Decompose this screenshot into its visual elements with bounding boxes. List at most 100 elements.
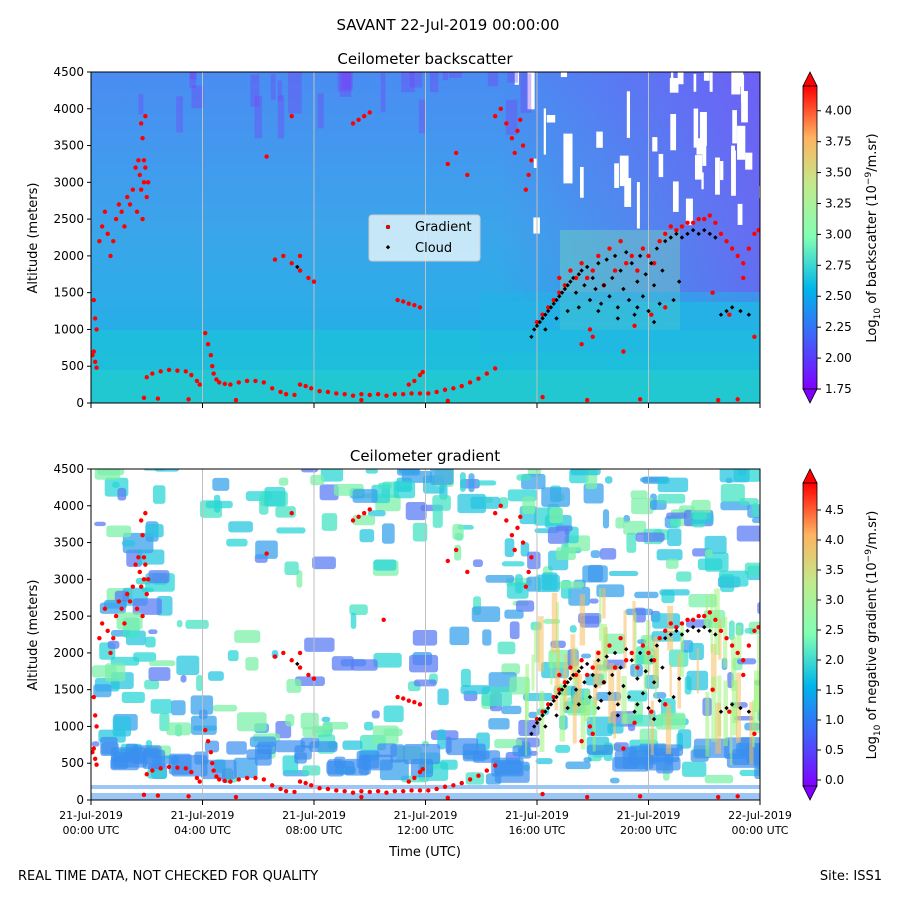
gradient-point (401, 696, 406, 701)
heatmap-cell (557, 646, 560, 696)
heatmap-cell (739, 769, 760, 776)
legend-entry-cloud: Cloud (385, 241, 452, 256)
gradient-point (105, 628, 110, 634)
heatmap-gap (533, 158, 538, 168)
gradient-point (94, 365, 99, 370)
cloud-point (562, 683, 568, 689)
heatmap-cell (609, 777, 620, 784)
gradient-point (713, 220, 718, 225)
gradient-point (342, 788, 347, 794)
gradient-point (668, 621, 673, 626)
cloud-point (615, 702, 621, 707)
y-tick-label: 4000 (53, 499, 84, 513)
heatmap-cell (556, 602, 559, 667)
heatmap-cell (520, 73, 532, 113)
heatmap-cell (110, 747, 146, 763)
cloud-point (671, 694, 676, 700)
gradient-point (702, 613, 707, 619)
gradient-point (534, 716, 540, 722)
heatmap-cell (723, 616, 728, 668)
cloud-point (612, 650, 618, 656)
heatmap-cell (475, 480, 497, 486)
cloud-point (649, 658, 654, 663)
cloud-point (568, 279, 573, 284)
gradient-point (451, 386, 456, 391)
gradient-point (119, 606, 124, 611)
gradient-point (434, 389, 439, 395)
gradient-point (278, 786, 283, 792)
backscatter-gradient-points (91, 106, 760, 403)
heatmap-cell (286, 679, 302, 693)
heatmap-cell (107, 640, 120, 649)
heatmap-gap (670, 72, 674, 85)
gradient-point (141, 577, 147, 582)
gradient-point (281, 253, 286, 259)
cloud-point (649, 261, 654, 266)
gradient-point (557, 687, 562, 692)
gradient-point (467, 380, 473, 385)
heatmap-cell (472, 559, 483, 567)
gradient-point (350, 518, 356, 523)
heatmap-cell (605, 476, 613, 484)
heatmap-cell (616, 665, 621, 706)
cloud-point (610, 275, 615, 281)
cloud-point (557, 691, 562, 696)
heatmap-cell (676, 571, 692, 582)
heatmap-gap (614, 163, 619, 188)
gradient-point (214, 377, 219, 382)
cloud-point (729, 305, 735, 310)
heatmap-gap (619, 155, 629, 187)
heatmap-cell (715, 702, 721, 754)
heatmap-cell (342, 72, 353, 90)
gradient-point (562, 283, 568, 288)
gradient-point (236, 380, 241, 385)
heatmap-cell (276, 527, 306, 534)
heatmap-cell (556, 581, 584, 589)
cloud-point (576, 272, 582, 277)
heatmap-cell (176, 619, 183, 628)
gradient-point (94, 762, 99, 767)
heatmap-cell (577, 674, 582, 707)
gradient-point (476, 773, 481, 778)
gradient-point (540, 791, 545, 797)
cloud-point (548, 305, 554, 310)
cloud-point (568, 676, 573, 681)
heatmap-cell (626, 532, 637, 553)
gradient-point (261, 380, 267, 385)
heatmap-cell (735, 672, 741, 743)
gradient-point (144, 194, 149, 200)
y-tick-label: 4500 (53, 65, 84, 79)
colorbar-tick-label: 3.5 (825, 563, 844, 577)
heatmap-cell (144, 679, 159, 690)
heatmap-cell (501, 663, 520, 675)
colorbar-tick-label: 0.0 (825, 773, 844, 787)
gradient-point (384, 790, 389, 795)
cloud-point (626, 297, 632, 303)
gradient-point (401, 299, 406, 304)
heatmap-gap (685, 198, 693, 226)
heatmap-cell (121, 540, 136, 547)
cloud-point (657, 301, 662, 306)
gradient-point (183, 369, 188, 374)
gradient-point (297, 779, 303, 784)
cloud-point (668, 235, 673, 240)
cloud-point (610, 672, 615, 678)
x-tick-label-time: 04:00 UTC (174, 824, 231, 837)
gradient-point (289, 658, 294, 663)
gradient-point (707, 610, 713, 615)
heatmap-cell (277, 95, 285, 139)
gradient-point (108, 650, 113, 656)
cloud-point (554, 694, 559, 700)
gradient-point (375, 391, 381, 397)
y-tick-label: 1500 (53, 683, 84, 697)
cloud-point (565, 705, 570, 711)
cloud-point (632, 312, 637, 317)
heatmap-cell (654, 655, 657, 699)
heatmap-cell (285, 714, 295, 727)
heatmap-cell (352, 489, 378, 503)
gradient-point (143, 113, 148, 119)
cloud-point (615, 305, 621, 310)
gradient-point (359, 788, 364, 794)
heatmap-cell (549, 507, 564, 524)
cloud-point (696, 231, 701, 237)
